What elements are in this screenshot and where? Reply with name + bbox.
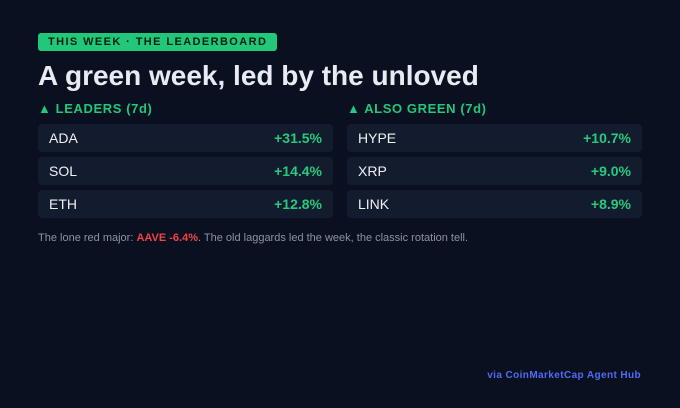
badge: THIS WEEK · THE LEADERBOARD	[38, 33, 278, 51]
asset-name: ETH	[49, 196, 77, 212]
section-heading: ▲ ALSO GREEN (7d)	[347, 101, 487, 116]
asset-change: +14.4%	[274, 163, 322, 179]
asset-name: SOL	[49, 163, 78, 179]
row: HYPE +10.7%	[347, 124, 642, 152]
note-text: . The old laggards led the week, the cla…	[197, 232, 469, 244]
section: ▲ ALSO GREEN (7d) HYPE +10.7% XRP +9.0% LINK +…	[347, 101, 642, 223]
asset-name: XRP	[358, 163, 387, 179]
asset-change: +9.0%	[590, 163, 631, 179]
asset-change: +8.9%	[590, 196, 631, 212]
asset-change: +10.7%	[583, 130, 631, 146]
note-text: The lone red major:	[38, 232, 137, 244]
asset-change: +31.5%	[274, 130, 322, 146]
asset-name: ADA	[49, 130, 78, 146]
asset-change: +12.8%	[274, 196, 322, 212]
row: ETH +12.8%	[38, 190, 333, 218]
row: LINK +8.9%	[347, 190, 642, 218]
asset-name: HYPE	[358, 130, 397, 146]
row: SOL +14.4%	[38, 157, 333, 185]
section: ▲ LEADERS (7d) ADA +31.5% SOL +14.4% ETH +12.8…	[38, 101, 333, 223]
note-highlight: AAVE -6.4%	[136, 232, 198, 244]
row: ADA +31.5%	[38, 124, 333, 152]
footer: via CoinMarketCap Agent Hub	[487, 370, 641, 381]
title: A green week, led by the unloved	[38, 60, 479, 91]
asset-name: LINK	[358, 196, 390, 212]
row: XRP +9.0%	[347, 157, 642, 185]
section-heading: ▲ LEADERS (7d)	[38, 101, 153, 116]
note: The lone red major: AAVE -6.4%. The old …	[38, 232, 468, 244]
